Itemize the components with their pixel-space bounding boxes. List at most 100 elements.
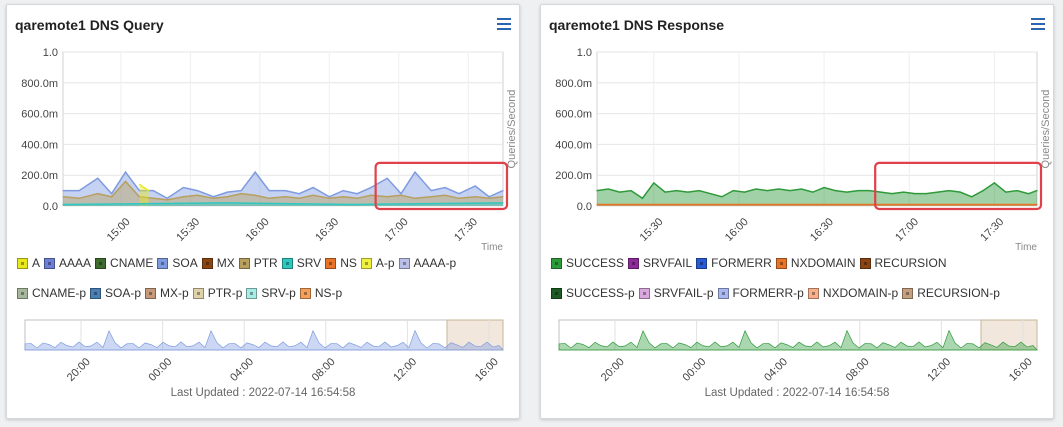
data-point [430, 190, 432, 192]
data-point [607, 188, 609, 190]
data-point [124, 171, 127, 173]
legend-item[interactable]: NXDOMAIN [775, 254, 856, 272]
data-point [414, 171, 416, 173]
data-point [62, 190, 64, 192]
legend-item[interactable]: FORMERR-p [717, 284, 804, 302]
dns-response-panel: qaremote1 DNS Response 1.0 800.0m 600.0m 40… [540, 4, 1054, 419]
navigator-tick-label: 04:00 [228, 356, 256, 384]
legend-row-1: A AAAA CNAME SOA MX PTR SRV NS A-p AAAA-p [17, 254, 513, 272]
series-area [597, 182, 1037, 206]
legend-item[interactable]: SRVFAIL [628, 254, 692, 272]
legend-swatch [807, 287, 819, 299]
data-point [254, 171, 256, 173]
data-point [444, 194, 446, 196]
legend-item[interactable]: PTR-p [192, 284, 242, 302]
panel-title: qaremote1 DNS Response [549, 17, 725, 33]
data-point [342, 190, 344, 192]
data-point [1005, 191, 1007, 193]
data-point [834, 190, 837, 192]
legend-item[interactable]: AAAA [44, 254, 91, 272]
legend-item[interactable]: RECURSION [859, 254, 947, 272]
legend-item[interactable]: MX [201, 254, 235, 272]
y-axis-title: Queries/Second [506, 90, 518, 169]
legend-label: AAAA [59, 256, 92, 270]
legend-swatch [157, 257, 169, 269]
data-point [444, 186, 446, 189]
legend-item[interactable]: SRV [281, 254, 321, 272]
data-point [959, 191, 961, 193]
navigator-tick-label: 16:00 [1007, 356, 1035, 384]
legend-swatch [775, 257, 787, 269]
legend-label: A-p [375, 256, 395, 270]
legend-item[interactable]: A [17, 254, 40, 272]
legend-item[interactable]: SOA-p [90, 284, 141, 302]
data-point [400, 193, 402, 195]
legend-item[interactable]: SUCCESS-p [551, 284, 635, 302]
y-tick-label: 600.0m [21, 109, 58, 121]
legend-item[interactable]: NXDOMAIN-p [807, 284, 898, 302]
legend-label: SOA [172, 256, 198, 270]
legend-item[interactable]: FORMERR [696, 254, 772, 272]
legend-item[interactable]: CNAME [95, 254, 153, 272]
data-point [709, 193, 712, 195]
x-axis-title: Time [481, 242, 503, 253]
y-axis-title: Queries/Second [1040, 90, 1052, 169]
legend-label: MX-p [160, 286, 189, 300]
data-point [124, 180, 127, 182]
series-area [63, 181, 503, 206]
legend-item[interactable]: A-p [360, 254, 395, 272]
data-point [196, 190, 198, 192]
highlight-box [374, 161, 509, 211]
highlight-box [874, 161, 1043, 211]
legend-item[interactable]: SRVFAIL-p [638, 284, 714, 302]
data-point [400, 194, 402, 196]
legend-item[interactable]: CNAME-p [17, 284, 86, 302]
legend-item[interactable]: RECURSION-p [902, 284, 1000, 302]
legend-item[interactable]: SUCCESS [551, 254, 624, 272]
legend-item[interactable]: AAAA-p [398, 254, 456, 272]
legend-label: NS-p [314, 286, 343, 300]
legend-swatch [246, 287, 258, 299]
data-point [414, 197, 416, 199]
y-tick-label: 800.0m [21, 78, 58, 90]
data-point [778, 188, 780, 190]
data-point [356, 193, 358, 195]
data-point [312, 194, 314, 196]
legend-label: SOA-p [105, 286, 142, 300]
x-tick-label: 15:30 [638, 216, 666, 244]
data-point [1027, 193, 1030, 195]
data-point [78, 190, 80, 192]
legend-label: RECURSION [874, 256, 947, 270]
legend-item[interactable]: SRV-p [246, 284, 296, 302]
last-updated: Last Updated : 2022-07-14 16:54:58 [170, 387, 356, 399]
data-point [62, 196, 64, 198]
legend-item[interactable]: NS [325, 254, 357, 272]
data-point [653, 182, 655, 184]
data-point [698, 190, 700, 192]
legend-item[interactable]: NS-p [299, 284, 343, 302]
data-point [240, 193, 242, 195]
data-point [664, 191, 666, 193]
legend-item[interactable]: MX-p [145, 284, 189, 302]
legend-swatch [95, 257, 107, 269]
legend-label: PTR [253, 256, 278, 270]
data-point [212, 197, 215, 199]
y-tick-label: 800.0m [555, 78, 592, 90]
data-point [971, 196, 973, 198]
dns-query-chart[interactable]: 1.0 800.0m 600.0m 400.0m 200.0m 0.0 15:00 15:30… [7, 5, 519, 418]
x-tick-label: 16:30 [313, 216, 341, 244]
data-point [721, 196, 723, 198]
legend-item[interactable]: SOA [157, 254, 198, 272]
hamburger-menu-icon[interactable] [497, 18, 511, 30]
x-tick-label: 15:30 [174, 216, 202, 244]
data-point [458, 197, 460, 199]
x-tick-label: 15:00 [105, 216, 133, 244]
data-point [152, 190, 154, 192]
legend-swatch [638, 287, 650, 299]
legend-swatch [859, 257, 871, 269]
hamburger-menu-icon[interactable] [1031, 18, 1045, 30]
legend-item[interactable]: PTR [238, 254, 278, 272]
legend-label: CNAME [110, 256, 154, 270]
data-point [166, 197, 168, 199]
dns-response-chart[interactable]: 1.0 800.0m 600.0m 400.0m 200.0m 0.0 15:30 16:00… [541, 5, 1053, 418]
